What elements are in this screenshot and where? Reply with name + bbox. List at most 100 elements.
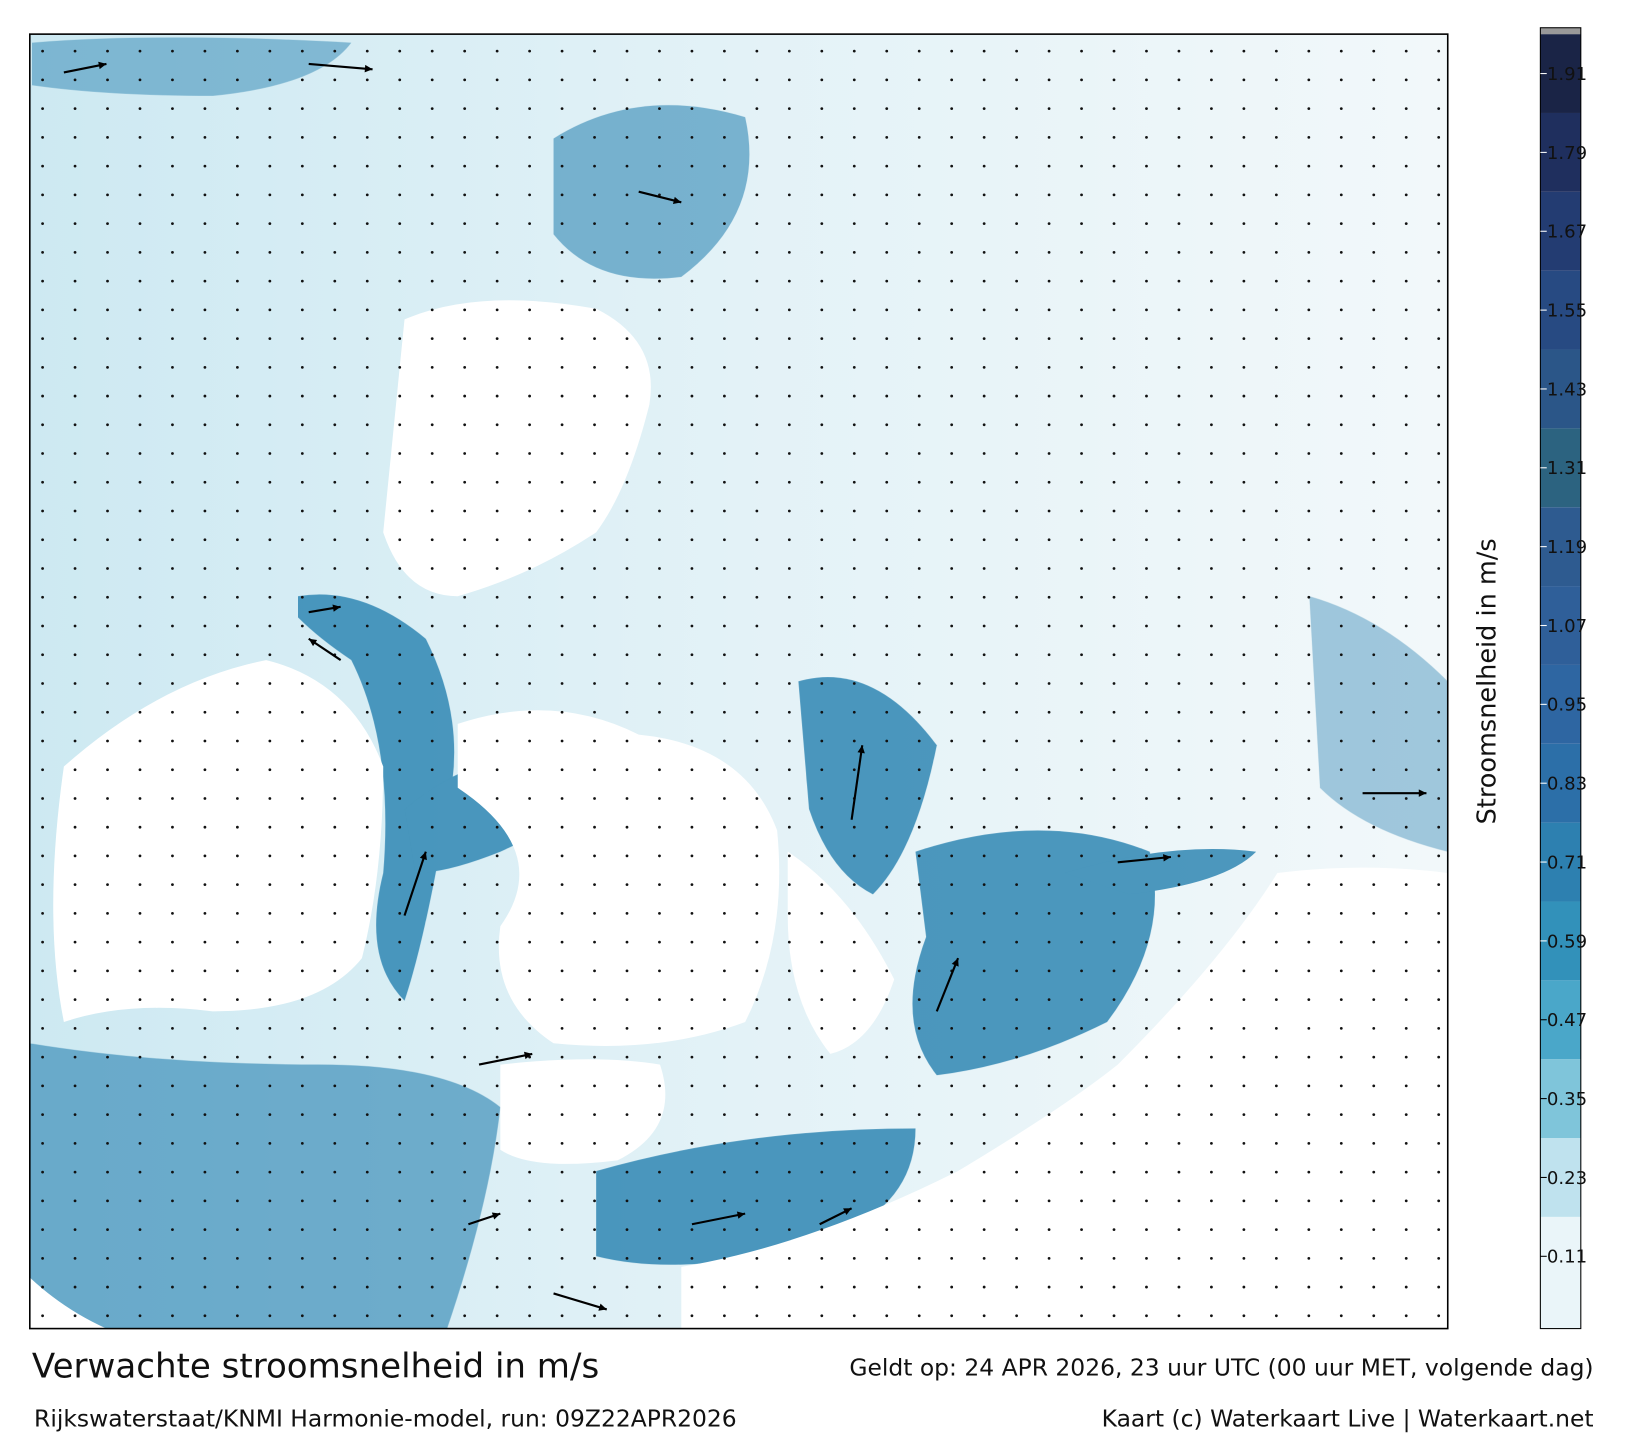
grid-dot <box>1274 1084 1278 1088</box>
arrow-head <box>1162 854 1171 862</box>
grid-dot <box>1372 279 1376 283</box>
grid-dot <box>917 1113 921 1116</box>
grid-dot <box>528 222 531 225</box>
grid-dot <box>787 136 791 139</box>
grid-dot <box>430 222 434 225</box>
grid-dot <box>1242 193 1246 197</box>
grid-dot <box>593 969 596 973</box>
grid-dot <box>950 710 954 714</box>
grid-dot <box>1274 509 1278 513</box>
grid-dot <box>1372 452 1376 455</box>
grid-dot <box>106 538 109 542</box>
grid-dot <box>658 107 661 111</box>
grid-dot <box>495 107 499 111</box>
grid-dot <box>300 250 304 254</box>
grid-dot <box>820 250 824 254</box>
grid-dot <box>787 710 791 714</box>
grid-dot <box>820 1170 824 1174</box>
grid-dot <box>495 193 499 197</box>
grid-dot <box>1145 107 1148 111</box>
grid-dot <box>300 854 304 858</box>
grid-dot <box>690 1285 694 1289</box>
grid-dot <box>1145 1170 1148 1174</box>
grid-dot <box>982 365 986 369</box>
grid-dot <box>690 1084 694 1088</box>
grid-dot <box>625 423 629 427</box>
grid-dot <box>690 883 694 887</box>
grid-dot <box>820 998 824 1002</box>
grid-dot <box>723 250 726 254</box>
grid-dot <box>398 1314 402 1318</box>
grid-dot <box>1177 1285 1181 1289</box>
grid-dot <box>658 825 661 829</box>
grid-dot <box>333 940 337 944</box>
grid-dot <box>1080 998 1083 1002</box>
grid-dot <box>203 509 207 513</box>
colorbar-band <box>1540 743 1581 823</box>
grid-dot <box>1372 624 1376 628</box>
grid-dot <box>1372 998 1376 1002</box>
grid-dot <box>398 107 402 111</box>
grid-dot <box>106 1314 109 1318</box>
grid-dot <box>560 912 564 915</box>
grid-dot <box>1372 308 1376 312</box>
grid-dot <box>755 797 759 800</box>
grid-dot <box>333 1256 337 1260</box>
grid-dot <box>593 1084 596 1088</box>
grid-dot <box>1339 998 1343 1002</box>
grid-dot <box>236 595 239 599</box>
grid-dot <box>593 797 596 800</box>
grid-dot <box>1080 279 1083 283</box>
grid-dot <box>982 1113 986 1116</box>
grid-dot <box>950 1199 954 1203</box>
grid-dot <box>1210 1199 1213 1203</box>
grid-dot <box>1242 768 1246 772</box>
grid-dot <box>1404 308 1408 312</box>
grid-dot <box>495 480 499 484</box>
grid-dot <box>755 480 759 484</box>
grid-dot <box>658 883 661 887</box>
grid-dot <box>1080 1170 1083 1174</box>
grid-dot <box>625 710 629 714</box>
grid-dot <box>398 164 402 168</box>
grid-dot <box>333 49 337 53</box>
grid-dot <box>820 825 824 829</box>
grid-dot <box>430 78 434 82</box>
grid-dot <box>690 1199 694 1203</box>
grid-dot <box>300 136 304 139</box>
grid-dot <box>593 883 596 887</box>
grid-dot <box>625 1027 629 1030</box>
grid-dot <box>1210 595 1213 599</box>
grid-dot <box>41 279 44 283</box>
grid-dot <box>1210 883 1213 887</box>
grid-dot <box>982 452 986 455</box>
grid-dot <box>917 394 921 398</box>
grid-dot <box>1307 250 1311 254</box>
grid-dot <box>268 107 272 111</box>
grid-dot <box>1015 337 1018 340</box>
grid-dot <box>430 279 434 283</box>
grid-dot <box>820 279 824 283</box>
grid-dot <box>820 1256 824 1260</box>
grid-dot <box>1047 538 1051 542</box>
grid-dot <box>1437 1170 1441 1174</box>
grid-dot <box>1437 222 1441 225</box>
grid-dot <box>625 940 629 944</box>
grid-dot <box>495 854 499 858</box>
grid-dot <box>1274 193 1278 197</box>
grid-dot <box>917 1027 921 1030</box>
grid-dot <box>1404 1141 1408 1145</box>
grid-dot <box>755 883 759 887</box>
grid-dot <box>1307 1199 1311 1203</box>
grid-dot <box>1047 1256 1051 1260</box>
grid-dot <box>1145 912 1148 915</box>
grid-dot <box>820 222 824 225</box>
grid-dot <box>236 49 239 53</box>
grid-dot <box>625 854 629 858</box>
grid-dot <box>138 567 142 570</box>
grid-dot <box>171 912 174 915</box>
grid-dot <box>495 1256 499 1260</box>
grid-dot <box>1047 452 1051 455</box>
grid-dot <box>1015 940 1018 944</box>
grid-dot <box>1339 567 1343 570</box>
